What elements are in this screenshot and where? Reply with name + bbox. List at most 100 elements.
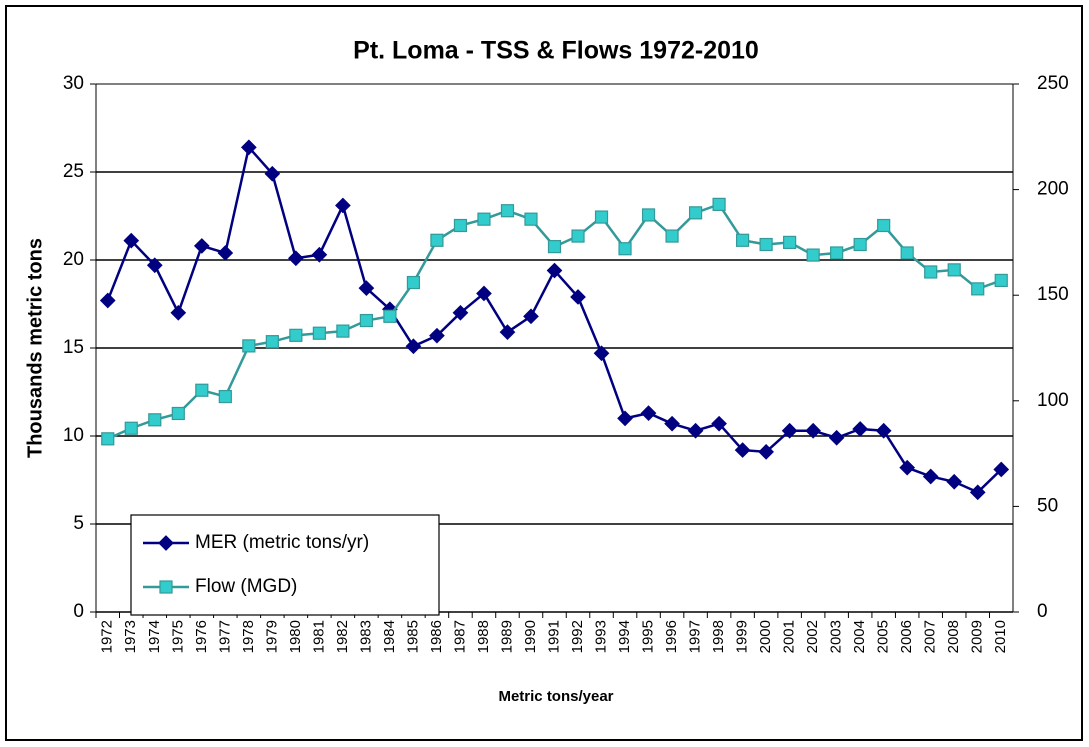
marker [158,535,174,551]
marker [969,484,986,501]
y-tick-label: 5 [73,513,84,534]
x-tick-label: 2000 [757,620,774,653]
x-tick-label: 1995 [640,620,657,653]
marker [99,292,116,309]
y2-tick-label: 50 [1037,495,1058,516]
marker [734,442,751,458]
marker [806,248,820,262]
x-tick-label: 1975 [169,620,186,653]
marker [640,405,657,421]
marker [453,218,468,233]
marker [123,232,140,249]
marker [288,250,304,267]
x-tick-label: 1998 [710,620,727,653]
marker [877,218,891,233]
x-tick-label: 1983 [357,620,374,653]
x-tick-label: 1981 [310,620,327,653]
marker [641,208,656,222]
marker [312,326,326,340]
y-tick-label: 25 [63,161,84,182]
chart-title: Pt. Loma - TSS & Flows 1972-2010 [353,37,759,65]
marker [101,432,115,446]
y-tick-label: 30 [63,73,84,94]
x-tick-label: 1987 [451,620,468,653]
x-tick-label: 1977 [216,620,233,653]
x-tick-label: 1992 [569,620,586,653]
marker [736,233,750,247]
x-tick-label: 2006 [898,620,915,653]
marker [359,313,373,328]
marker [781,422,798,439]
x-tick-label: 1973 [122,620,139,653]
x-tick-label: 2005 [875,620,892,653]
x-tick-label: 1974 [146,620,163,653]
marker [240,139,257,156]
marker [170,304,187,321]
legend-label: MER (metric tons/yr) [195,532,369,553]
marker [570,289,586,305]
marker [830,246,844,260]
x-tick-label: 1994 [616,620,633,653]
y-tick-label: 0 [73,601,84,622]
marker [358,280,375,297]
x-tick-label: 1996 [663,620,680,653]
marker [264,165,281,182]
legend-box [130,514,440,616]
marker [500,204,515,218]
marker [924,265,938,279]
x-tick-label: 1991 [545,620,562,653]
x-tick-label: 2010 [992,620,1009,653]
x-tick-label: 2007 [922,620,939,653]
marker [971,282,985,296]
marker [124,421,138,435]
marker [311,246,328,263]
marker [476,285,492,302]
marker [429,327,445,344]
x-tick-label: 1972 [99,620,116,653]
marker [242,339,256,353]
marker [547,240,562,254]
marker [477,212,491,226]
x-tick-label: 2008 [945,620,962,653]
marker [617,410,633,427]
marker [947,263,961,277]
marker [783,235,797,249]
marker [571,229,585,243]
marker [759,237,773,252]
x-tick-label: 1982 [334,620,351,653]
marker [994,273,1008,288]
marker [805,422,821,439]
marker [218,389,232,404]
marker [193,238,210,254]
marker [289,328,303,342]
marker [217,245,234,261]
marker [593,345,610,362]
x-tick-label: 1999 [734,620,751,653]
marker [758,443,774,460]
marker [335,197,351,214]
x-tick-label: 2002 [804,620,821,653]
marker [406,275,421,290]
marker [687,422,704,439]
y-axis-label: Thousands metric tons [24,238,46,458]
marker [171,406,185,421]
marker [336,324,350,338]
x-tick-label: 1989 [498,620,515,653]
marker [993,461,1010,478]
marker [899,459,916,476]
marker [664,415,680,432]
marker [852,421,869,437]
marker [146,257,163,274]
y2-tick-label: 0 [1037,601,1048,622]
marker [618,242,632,256]
marker [383,309,397,323]
marker [946,473,963,490]
legend-label: Flow (MGD) [195,576,297,597]
y2-tick-label: 250 [1037,73,1069,94]
marker [712,197,726,211]
y-tick-label: 15 [63,337,84,358]
marker [452,304,469,321]
marker [265,335,279,349]
x-tick-label: 1978 [240,620,257,653]
